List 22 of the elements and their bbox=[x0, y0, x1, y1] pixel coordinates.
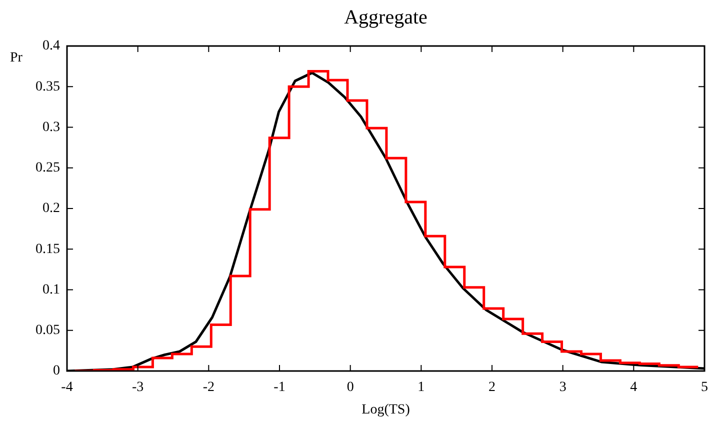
y-tick-label: 0.15 bbox=[36, 242, 60, 257]
y-tick-label: 0.1 bbox=[42, 282, 60, 298]
y-tick-label: 0.35 bbox=[36, 79, 60, 94]
x-tick-label: 5 bbox=[701, 380, 708, 396]
x-tick-label: -1 bbox=[274, 380, 286, 396]
x-tick-label: -3 bbox=[132, 380, 144, 396]
y-tick-label: 0.3 bbox=[42, 120, 60, 135]
x-axis-title: Log(TS) bbox=[362, 402, 410, 418]
y-tick-label: 0.4 bbox=[42, 38, 60, 54]
x-tick-label: 2 bbox=[488, 380, 496, 396]
y-tick-label: 0.25 bbox=[36, 160, 60, 176]
x-tick-label: -2 bbox=[202, 380, 215, 396]
x-tick-label: 1 bbox=[418, 380, 425, 396]
x-tick-label: 3 bbox=[559, 380, 566, 396]
y-tick-label: 0.05 bbox=[36, 323, 60, 338]
x-tick-label: -4 bbox=[61, 380, 73, 396]
x-tick-label: 0 bbox=[346, 380, 354, 396]
x-tick-label: 4 bbox=[630, 380, 638, 396]
chart-title: Aggregate bbox=[344, 6, 428, 28]
y-tick-label: 0 bbox=[53, 364, 60, 379]
y-tick-label: 0.2 bbox=[42, 201, 60, 216]
y-axis-title: Pr bbox=[10, 50, 23, 66]
